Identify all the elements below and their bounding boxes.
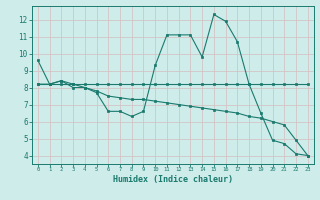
- X-axis label: Humidex (Indice chaleur): Humidex (Indice chaleur): [113, 175, 233, 184]
